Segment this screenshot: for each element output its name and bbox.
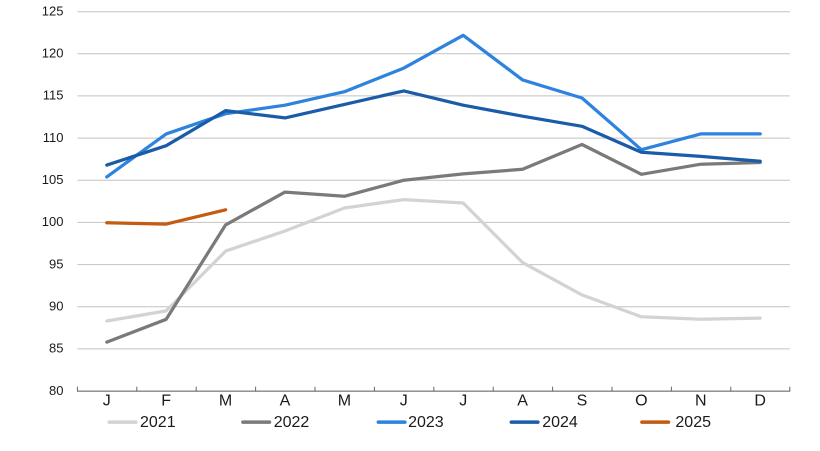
svg-text:A: A xyxy=(280,393,291,410)
svg-text:J: J xyxy=(459,393,467,410)
svg-text:2023: 2023 xyxy=(408,414,444,431)
svg-text:2021: 2021 xyxy=(140,414,176,431)
svg-text:J: J xyxy=(400,393,408,410)
svg-text:F: F xyxy=(161,393,171,410)
svg-text:2024: 2024 xyxy=(542,414,578,431)
svg-text:85: 85 xyxy=(49,341,63,356)
svg-text:95: 95 xyxy=(49,256,63,271)
svg-text:90: 90 xyxy=(49,299,63,314)
svg-text:110: 110 xyxy=(43,130,64,145)
svg-text:105: 105 xyxy=(42,172,64,187)
svg-text:A: A xyxy=(517,393,528,410)
svg-text:M: M xyxy=(219,393,232,410)
svg-text:O: O xyxy=(635,393,647,410)
svg-text:100: 100 xyxy=(42,214,64,229)
svg-text:115: 115 xyxy=(43,88,64,103)
svg-text:125: 125 xyxy=(42,4,64,19)
svg-text:120: 120 xyxy=(42,46,64,61)
svg-text:2025: 2025 xyxy=(675,414,711,431)
svg-text:80: 80 xyxy=(49,383,63,398)
svg-text:D: D xyxy=(754,393,766,410)
svg-text:M: M xyxy=(338,393,351,410)
svg-text:S: S xyxy=(577,393,588,410)
svg-text:2022: 2022 xyxy=(274,414,310,431)
svg-text:J: J xyxy=(103,393,111,410)
svg-text:N: N xyxy=(695,393,707,410)
